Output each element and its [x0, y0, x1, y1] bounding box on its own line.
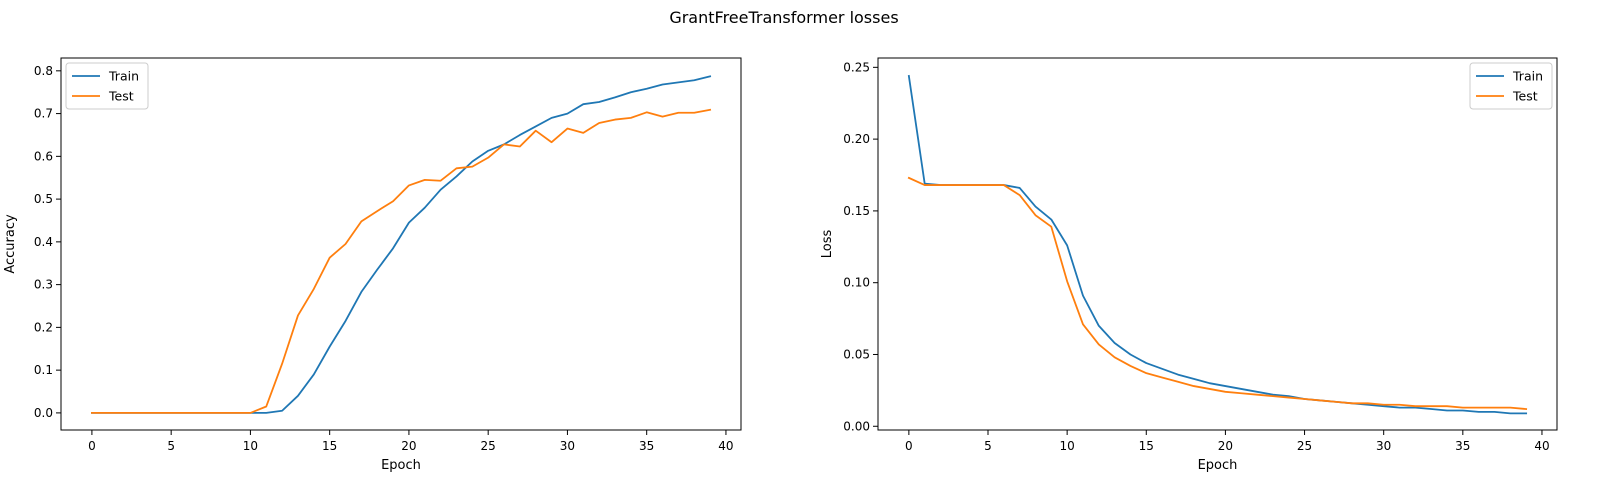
accuracy-x-tick-label: 30	[560, 439, 575, 453]
loss-test-line	[907, 176, 1528, 411]
loss-y-tick-label: 0.25	[843, 60, 870, 74]
accuracy-panel: 0 5 10 15 20 25 30 35 40 0.0 0.1 0.2 0.3 0.4 0.5 0.6 0.7…	[3, 57, 742, 473]
accuracy-y-axis-label: Accuracy	[3, 214, 18, 274]
loss-legend-train-label: Train	[1512, 69, 1543, 84]
loss-legend-test-label: Test	[1512, 89, 1538, 104]
loss-x-tick-label: 0	[905, 439, 913, 453]
accuracy-y-tick-label: 0.3	[34, 278, 53, 292]
accuracy-y-tick-label: 0.7	[34, 107, 53, 121]
accuracy-y-tick-label: 0.2	[34, 320, 53, 334]
loss-plot-frame	[877, 57, 1558, 431]
accuracy-y-tick-label: 0.0	[34, 406, 53, 420]
loss-x-tick-label: 25	[1297, 439, 1312, 453]
loss-legend: Train Test	[1469, 62, 1553, 110]
loss-x-tick-label: 35	[1455, 439, 1470, 453]
accuracy-x-tick-label: 10	[243, 439, 258, 453]
loss-x-tick-label: 10	[1059, 439, 1074, 453]
accuracy-legend-box	[65, 62, 149, 110]
loss-y-tick-label: 0.10	[843, 276, 870, 290]
figure-title: GrantFreeTransformer losses	[669, 8, 898, 27]
loss-y-tick-label: 0.20	[843, 132, 870, 146]
loss-y-tick-label: 0.00	[843, 419, 870, 433]
accuracy-y-tick-label: 0.6	[34, 149, 53, 163]
loss-x-tick-label: 5	[984, 439, 992, 453]
loss-y-tick-label: 0.15	[843, 204, 870, 218]
loss-x-tick-label: 40	[1534, 439, 1549, 453]
accuracy-x-tick-label: 15	[322, 439, 337, 453]
accuracy-y-tick-label: 0.5	[34, 192, 53, 206]
loss-x-tick-label: 20	[1218, 439, 1233, 453]
accuracy-x-axis-label: Epoch	[381, 458, 421, 473]
accuracy-y-tick-label: 0.1	[34, 363, 53, 377]
accuracy-x-tick-label: 5	[167, 439, 175, 453]
accuracy-y-tick-label: 0.8	[34, 64, 53, 78]
loss-x-axis-label: Epoch	[1198, 458, 1238, 473]
loss-x-tick-label: 30	[1376, 439, 1391, 453]
accuracy-y-tick-label: 0.4	[34, 235, 53, 249]
accuracy-legend: Train Test	[65, 62, 149, 110]
accuracy-x-tick-label: 20	[401, 439, 416, 453]
loss-x-tick-label: 15	[1139, 439, 1154, 453]
accuracy-x-tick-label: 0	[88, 439, 96, 453]
accuracy-legend-test-label: Test	[108, 89, 134, 104]
loss-legend-box	[1469, 62, 1553, 110]
accuracy-x-tick-label: 40	[718, 439, 733, 453]
loss-train-line	[907, 74, 1528, 415]
loss-y-axis-label: Loss	[820, 230, 835, 259]
accuracy-x-tick-label: 35	[639, 439, 654, 453]
accuracy-plot-frame	[60, 57, 742, 431]
accuracy-x-tick-label: 25	[481, 439, 496, 453]
accuracy-legend-train-label: Train	[108, 69, 139, 84]
loss-y-tick-label: 0.05	[843, 347, 870, 361]
accuracy-test-line	[91, 108, 712, 414]
loss-panel: 0 5 10 15 20 25 30 35 40 0.00 0.05 0.10 0.15 0.20 0.25…	[820, 57, 1558, 473]
accuracy-train-line	[91, 75, 712, 414]
